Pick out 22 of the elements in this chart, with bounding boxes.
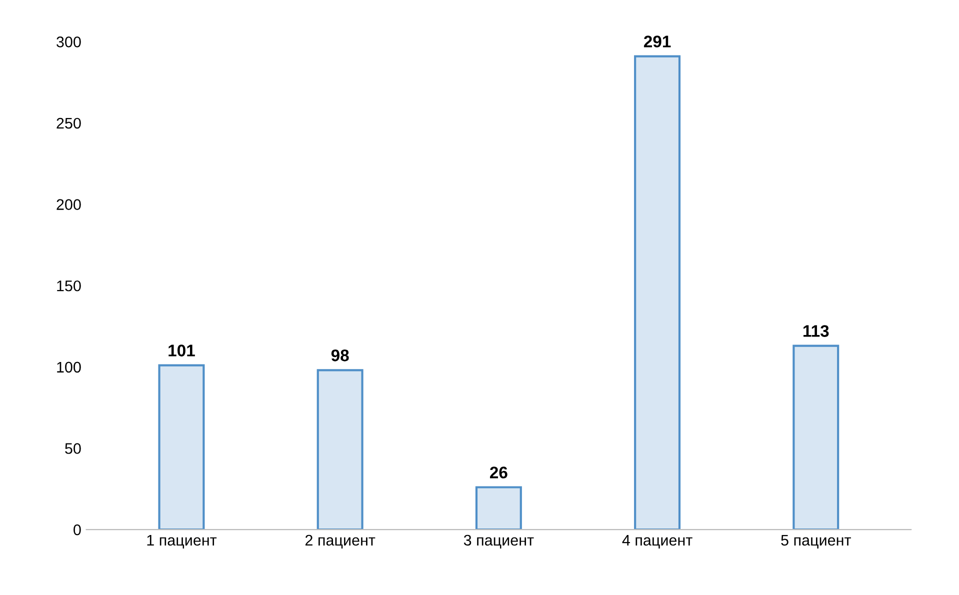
y-tick-label: 150: [57, 280, 81, 292]
y-tick-label: 100: [57, 362, 81, 373]
data-label: 101: [168, 344, 195, 356]
bar: [316, 369, 364, 530]
bar: [475, 486, 522, 530]
data-label: 291: [644, 36, 671, 48]
x-tick-label: 1 пациент: [147, 534, 217, 549]
y-tick-label: 50: [65, 443, 81, 454]
bar: [158, 364, 205, 530]
data-label: 26: [490, 466, 508, 478]
y-tick-label: 0: [74, 524, 81, 536]
x-tick-label: 3 пациент: [464, 534, 534, 549]
bar: [634, 55, 681, 530]
x-tick-label: 4 пациент: [622, 534, 692, 549]
x-tick-label: 2 пациент: [305, 534, 376, 549]
y-tick-label: 200: [56, 199, 81, 210]
y-tick-label: 250: [56, 118, 81, 129]
y-tick-label: 300: [56, 36, 81, 48]
x-tick-label: 5 пациент: [781, 534, 851, 549]
data-label: 98: [331, 350, 349, 362]
data-label: 113: [803, 325, 829, 337]
bar: [792, 344, 840, 530]
